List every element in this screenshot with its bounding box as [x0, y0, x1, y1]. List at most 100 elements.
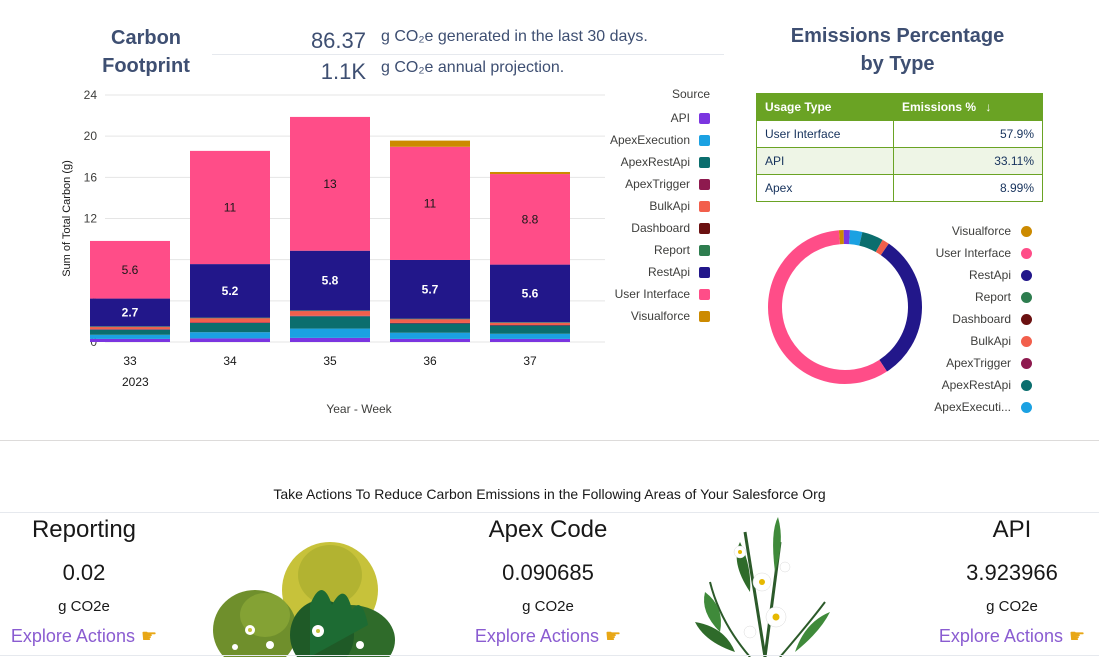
x-tick-label: 33 — [123, 354, 137, 368]
donut-legend-item[interactable]: Dashboard — [900, 308, 1032, 330]
legend-dot — [1021, 247, 1032, 259]
legend-label: User Interface — [935, 246, 1011, 260]
bar-segment — [290, 310, 370, 311]
bar-segment — [90, 298, 170, 327]
bar-segment — [490, 325, 570, 326]
legend-label: ApexExecuti... — [934, 400, 1011, 414]
data-label: 13 — [323, 177, 337, 191]
title-line-1: Carbon — [111, 27, 181, 49]
data-label: 5.8 — [322, 274, 339, 288]
bar-segment — [90, 329, 170, 335]
legend-swatch — [699, 222, 710, 234]
metric-divider — [212, 54, 724, 55]
bar-segment — [390, 146, 470, 260]
legend-label: Report — [653, 243, 690, 257]
emissions-table: Usage Type Emissions % ↓ User Interface … — [756, 93, 1043, 202]
legend-label: BulkApi — [649, 199, 690, 213]
card-value: 0.090685 — [502, 560, 594, 585]
card-unit: g CO2e — [58, 598, 110, 615]
carbon-bar-chart[interactable]: 04812162024Sum of Total Carbon (g)2.75.6… — [55, 80, 615, 425]
donut-slice[interactable] — [859, 231, 883, 253]
legend-item[interactable]: API — [580, 107, 710, 129]
legend-label: ApexTrigger — [946, 356, 1011, 370]
legend-item[interactable]: ApexRestApi — [580, 151, 710, 173]
donut-legend-item[interactable]: Report — [900, 286, 1032, 308]
explore-actions-link[interactable]: Explore Actions ☛ — [11, 626, 157, 647]
card-title: Reporting — [31, 516, 137, 543]
bar-segment — [390, 332, 470, 339]
bar-segment — [290, 315, 370, 317]
legend-label: ApexTrigger — [625, 177, 690, 191]
donut-slice[interactable] — [848, 230, 863, 246]
legend-swatch — [699, 134, 710, 146]
donut-legend-item[interactable]: ApexExecuti... — [900, 396, 1032, 418]
explore-actions-link[interactable]: Explore Actions ☛ — [939, 626, 1085, 647]
sort-down-icon[interactable]: ↓ — [985, 100, 992, 114]
legend-item[interactable]: ApexExecution — [580, 129, 710, 151]
bar-segment — [290, 328, 370, 338]
bar-segment — [290, 311, 370, 316]
cell-pct: 8.99% — [893, 174, 1043, 202]
legend-label: Dashboard — [631, 221, 690, 235]
x-tick-label: 36 — [423, 354, 437, 368]
bar-segment — [190, 264, 270, 318]
bar-segment — [390, 319, 470, 323]
legend-label: ApexRestApi — [620, 155, 690, 169]
legend-item[interactable]: User Interface — [580, 283, 710, 305]
donut-legend-item[interactable]: ApexTrigger — [900, 352, 1032, 374]
legend-label: API — [670, 111, 690, 125]
emissions-donut-chart[interactable] — [760, 222, 930, 392]
legend-swatch — [699, 112, 710, 124]
legend-item[interactable]: ApexTrigger — [580, 173, 710, 195]
cell-pct: 57.9% — [893, 120, 1043, 148]
data-label: 5.7 — [422, 282, 439, 296]
bar-segment — [190, 150, 270, 265]
legend-item[interactable]: Report — [580, 239, 710, 261]
legend-item[interactable]: Dashboard — [580, 217, 710, 239]
bar-segment — [90, 327, 170, 330]
metric-annual-text: g CO₂e annual projection. — [381, 59, 565, 76]
donut-legend-item[interactable]: BulkApi — [900, 330, 1032, 352]
cell-type: Apex — [756, 174, 894, 202]
bar-segment — [490, 333, 570, 339]
col-emissions-pct-label: Emissions % — [902, 100, 977, 114]
ep-title-line-2: by Type — [860, 53, 935, 75]
card-title: API — [992, 516, 1032, 543]
donut-slice[interactable] — [768, 230, 887, 384]
bar-segment — [490, 264, 570, 323]
legend-label: ApexExecution — [609, 133, 690, 147]
explore-actions-link[interactable]: Explore Actions ☛ — [475, 626, 621, 647]
y-axis-label: Sum of Total Carbon (g) — [61, 160, 73, 277]
col-usage-type[interactable]: Usage Type — [756, 93, 894, 121]
pointing-hand-icon: ☛ — [1068, 626, 1086, 646]
legend-label: Report — [974, 290, 1011, 304]
donut-legend-item[interactable]: User Interface — [900, 242, 1032, 264]
actions-title: Take Actions To Reduce Carbon Emissions … — [273, 486, 826, 502]
legend-item[interactable]: RestApi — [580, 261, 710, 283]
explore-actions-label: Explore Actions — [938, 626, 1063, 646]
bar-segment — [190, 318, 270, 323]
x-axis-label: Year - Week — [326, 402, 392, 416]
donut-slice[interactable] — [875, 239, 889, 256]
bar-segment — [390, 322, 470, 324]
bar-segment — [390, 318, 470, 320]
bar-segment — [190, 317, 270, 319]
legend-item[interactable]: Visualforce — [580, 305, 710, 327]
legend-dot — [1021, 335, 1032, 347]
legend-item[interactable]: BulkApi — [580, 195, 710, 217]
card-value: 0.02 — [62, 560, 106, 585]
legend-label: Visualforce — [951, 224, 1011, 238]
donut-slice[interactable] — [879, 243, 922, 372]
table-row: Apex 8.99% — [756, 174, 1043, 202]
donut-legend-item[interactable]: Visualforce — [900, 220, 1032, 242]
section-divider — [0, 440, 1099, 441]
bar-segment — [90, 334, 170, 339]
bar-segment — [490, 322, 570, 323]
donut-legend-item[interactable]: RestApi — [900, 264, 1032, 286]
donut-legend-item[interactable]: ApexRestApi — [900, 374, 1032, 396]
legend-dot — [1021, 225, 1032, 237]
card-unit: g CO2e — [522, 598, 574, 615]
col-emissions-pct[interactable]: Emissions % ↓ — [893, 93, 1043, 121]
bar-segment — [290, 337, 370, 342]
legend-label: RestApi — [647, 265, 690, 279]
